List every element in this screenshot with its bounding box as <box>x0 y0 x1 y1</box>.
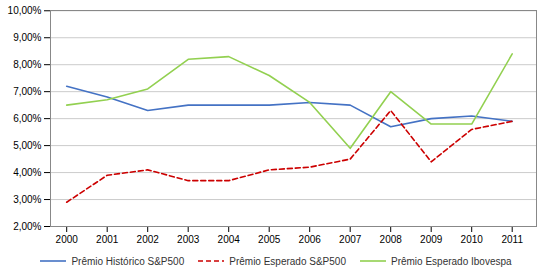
svg-text:3,00%: 3,00% <box>13 194 41 205</box>
svg-text:2010: 2010 <box>461 234 484 245</box>
svg-text:5,00%: 5,00% <box>13 140 41 151</box>
svg-text:10,00%: 10,00% <box>8 5 42 16</box>
svg-text:2008: 2008 <box>380 234 403 245</box>
svg-text:8,00%: 8,00% <box>13 59 41 70</box>
svg-text:7,00%: 7,00% <box>13 86 41 97</box>
svg-text:2007: 2007 <box>339 234 362 245</box>
svg-text:2,00%: 2,00% <box>13 221 41 232</box>
svg-text:2005: 2005 <box>258 234 281 245</box>
svg-text:9,00%: 9,00% <box>13 32 41 43</box>
svg-text:2000: 2000 <box>56 234 79 245</box>
svg-text:2011: 2011 <box>501 234 523 245</box>
svg-text:2003: 2003 <box>177 234 200 245</box>
html-text:Prêmio Histórico S&P500: Prêmio Histórico S&P500 <box>71 255 185 267</box>
html-text:Prêmio Esperado S&P500: Prêmio Esperado S&P500 <box>229 255 346 267</box>
svg-text:2006: 2006 <box>299 234 322 245</box>
html-text:Prêmio Esperado Ibovespa: Prêmio Esperado Ibovespa <box>391 255 512 267</box>
svg-text:2001: 2001 <box>96 234 119 245</box>
svg-text:2002: 2002 <box>137 234 160 245</box>
svg-text:2004: 2004 <box>218 234 241 245</box>
svg-text:6,00%: 6,00% <box>13 113 41 124</box>
svg-text:2009: 2009 <box>420 234 443 245</box>
svg-text:4,00%: 4,00% <box>13 167 41 178</box>
